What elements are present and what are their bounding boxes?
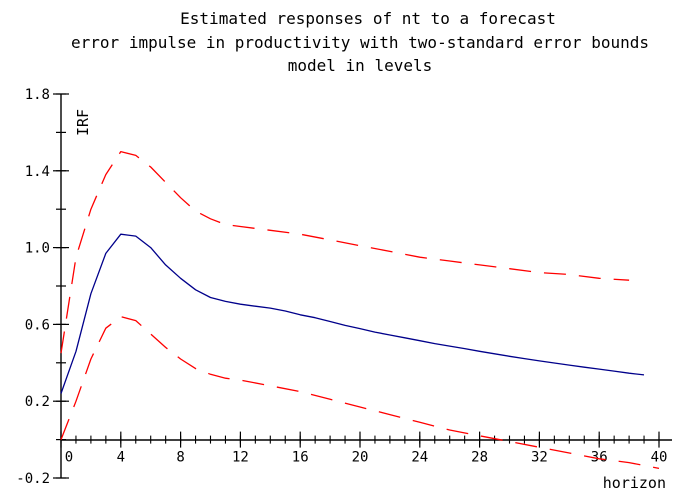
x-tick-label: 24 [411,450,428,466]
y-tick-label: -0.2 [16,471,50,487]
series-line-upper-bound [60,150,630,354]
x-tick-label: 8 [176,450,184,466]
x-tick-label: 32 [531,450,548,466]
series-group [60,150,660,470]
x-tick-label: 36 [591,450,608,466]
x-tick-label: 40 [651,450,668,466]
y-tick-label: 1.4 [25,164,50,180]
chart-title-line-2: error impulse in productivity with two-s… [71,33,649,52]
y-tick-label: 0.6 [25,317,50,333]
x-tick-label: 16 [292,450,309,466]
y-tick-label: 1.0 [25,241,50,257]
x-tick-label: 12 [232,450,249,466]
chart-title: Estimated responses of nt to a forecast … [71,9,649,75]
chart-title-line-3: model in levels [288,56,433,75]
y-ticks: -0.2 0.2 0.6 1.0 1.4 1.8 [16,87,69,487]
series-line-estimate [60,233,645,394]
x-axis-label: horizon [603,474,666,492]
x-tick-label: 28 [471,450,488,466]
y-tick-label: 1.8 [25,87,50,103]
y-axis-label: IRF [74,109,92,136]
x-ticks: 0 4 8 12 16 20 24 28 32 36 40 [60,431,668,466]
x-tick-label: 4 [117,450,125,466]
chart-title-line-1: Estimated responses of nt to a forecast [180,9,556,28]
series-line-lower-bound [60,316,660,470]
x-tick-label: 0 [65,450,73,466]
x-tick-label: 20 [352,450,369,466]
y-tick-label: 0.2 [25,394,50,410]
